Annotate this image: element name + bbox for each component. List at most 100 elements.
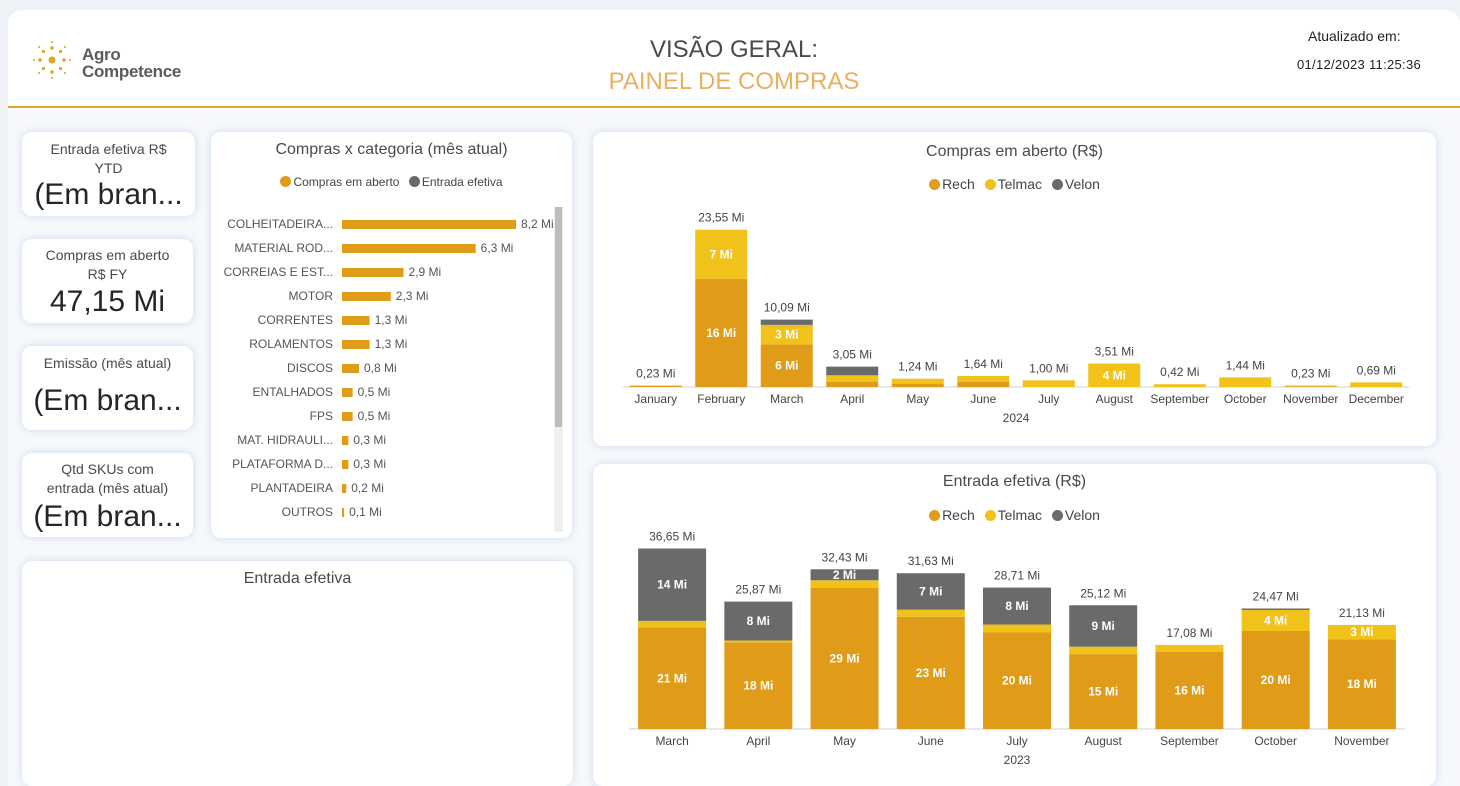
bar-segment-rech [760,344,813,387]
x-tick-label: March [770,392,803,406]
legend-item[interactable]: Velon [1051,176,1100,192]
category-label: CORREIAS E EST... [224,265,333,279]
kpi-card-emissao[interactable]: Emissão (mês atual) (Em bran... [22,346,193,430]
category-bar-chart: COLHEITADEIRA... 8,2 Mi MATERIAL ROD... 6,3… [224,207,563,532]
bar-segment-telmac [1069,646,1138,655]
bar-segment-velon [826,366,879,376]
category-label: MAT. HIDRAULI... [237,433,333,447]
bar-segment-telmac [1241,609,1310,631]
segment-data-label: 2 Mi [833,568,856,582]
segment-data-label: 29 Mi [830,651,860,665]
kpi-value: 47,15 Mi [49,285,166,318]
total-data-label: 23,55 Mi [698,211,744,225]
compras-aberto-card[interactable]: Compras em aberto (R$) Rech Telmac Velon… [593,132,1436,446]
x-axis-title: 2023 [1004,753,1031,767]
bar-segment-rech [638,627,707,729]
segment-data-label: 8 Mi [1005,599,1028,613]
x-tick-label: May [833,734,856,748]
kpi-label: Emissão (mês atual) [22,354,193,373]
category-bar [342,340,370,349]
category-value-label: 2,9 Mi [409,265,442,279]
kpi-value: (Em bran... [33,500,182,533]
category-label: PLANTADEIRA [251,481,333,495]
chart-title: Compras em aberto (R$) [926,143,1103,160]
total-data-label: 36,65 Mi [649,529,695,543]
legend-item[interactable]: Telmac [984,507,1042,523]
category-value-label: 0,5 Mi [358,409,391,423]
bar-segment-telmac [1327,624,1396,640]
bar-segment-telmac [983,624,1051,633]
category-value-label: 0,3 Mi [353,433,386,447]
page-title: VISÃO GERAL: [649,36,819,63]
category-chart-card[interactable]: Compras x categoria (mês atual) Compras … [211,132,572,538]
compras-aberto-chart: 0,23 Mi January 16 Mi 7 Mi 23,55 Mi February 6… [623,211,1409,425]
category-value-label: 0,1 Mi [349,505,382,519]
logo-text: Agro Competence [82,46,181,80]
total-data-label: 17,08 Mi [1166,626,1212,640]
category-value-label: 1,3 Mi [375,337,408,351]
legend-label: Velon [1064,507,1100,523]
segment-data-label: 4 Mi [1103,368,1126,382]
kpi-card-entrada-ytd[interactable]: Entrada efetiva R$ YTD (Em bran... [22,132,195,216]
legend-dot [984,510,996,521]
total-data-label: 24,47 Mi [1253,589,1299,603]
category-value-label: 0,5 Mi [358,385,391,399]
entrada-efetiva-card[interactable]: Entrada efetiva [22,561,573,786]
category-label: CORRENTES [258,313,333,327]
legend-dot [929,510,941,521]
chart-title: Compras x categoria (mês atual) [275,141,508,158]
kpi-label-line2: R$ FY [87,266,128,282]
bar-segment-telmac [638,620,707,628]
category-value-label: 8,2 Mi [521,217,554,231]
kpi-card-compras-fy[interactable]: Compras em aberto R$ FY 47,15 Mi [22,239,193,323]
legend-item[interactable]: Compras em aberto [280,175,399,189]
segment-data-label: 20 Mi [1002,674,1032,688]
segment-data-label: 6 Mi [775,359,798,373]
bar-segment-rech [1155,651,1224,729]
page-subtitle: PAINEL DE COMPRAS [608,68,860,95]
x-tick-label: April [840,392,864,406]
bar-segment-velon [760,319,813,325]
x-tick-label: December [1349,392,1404,406]
legend-item[interactable]: Telmac [984,176,1042,192]
legend-item[interactable]: Rech [929,176,975,192]
total-data-label: 31,63 Mi [908,554,954,568]
category-label: FPS [310,409,333,423]
bar-segment-telmac [760,324,813,345]
segment-data-label: 7 Mi [710,247,733,261]
x-tick-label: August [1085,734,1123,748]
kpi-label: Entrada efetiva R$ YTD [22,140,195,178]
chart-legend: Rech Telmac Velon [593,176,1436,192]
entrada-efetiva-chart-card[interactable]: Entrada efetiva (R$) Rech Telmac Velon 2… [593,464,1436,786]
bar-segment-velon [638,548,707,621]
x-tick-label: October [1254,734,1297,748]
scrollbar-thumb[interactable] [555,207,562,427]
bar-segment-telmac [1350,382,1403,387]
category-value-label: 2,3 Mi [396,289,429,303]
bar-segment-rech [1284,386,1337,387]
kpi-card-skus[interactable]: Qtd SKUs com entrada (mês atual) (Em bra… [22,453,193,537]
legend-dot [984,179,996,190]
legend-item[interactable]: Rech [929,507,975,523]
category-bar [342,292,391,301]
x-tick-label: February [697,392,745,406]
kpi-label-line1: Qtd SKUs com [61,461,154,477]
bar-segment-telmac [1155,644,1224,652]
total-data-label: 0,42 Mi [1160,365,1199,379]
bar-segment-rech [695,278,748,387]
kpi-label-line1: Entrada efetiva R$ [50,141,167,157]
legend-label: Velon [1064,176,1100,192]
segment-data-label: 16 Mi [706,326,736,340]
category-label: DISCOS [287,361,333,375]
legend-item[interactable]: Entrada efetiva [408,175,503,189]
legend-item[interactable]: Velon [1051,507,1100,523]
x-tick-label: September [1150,392,1209,406]
legend-label: Rech [942,507,975,523]
legend-dot [280,176,292,187]
bar-segment-telmac [629,385,682,386]
category-bar [342,364,359,373]
x-tick-label: August [1096,392,1134,406]
segment-data-label: 7 Mi [919,584,942,598]
legend-label: Entrada efetiva [421,175,503,189]
chart-title: Entrada efetiva (R$) [942,473,1087,490]
